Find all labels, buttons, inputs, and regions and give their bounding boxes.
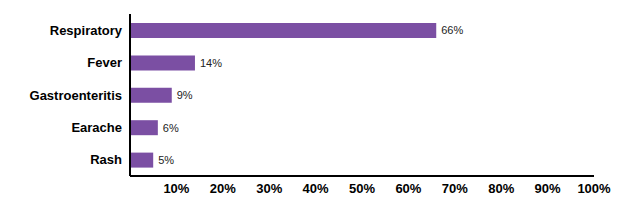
svg-text:70%: 70% [442,181,468,196]
svg-text:Respiratory: Respiratory [50,23,123,38]
svg-text:6%: 6% [163,122,179,134]
svg-text:9%: 9% [177,89,193,101]
svg-text:5%: 5% [158,154,174,166]
svg-text:80%: 80% [488,181,514,196]
svg-text:14%: 14% [200,57,222,69]
svg-text:50%: 50% [349,181,375,196]
svg-text:90%: 90% [535,181,561,196]
svg-text:30%: 30% [256,181,282,196]
svg-text:66%: 66% [441,24,463,36]
svg-text:10%: 10% [163,181,189,196]
svg-text:Rash: Rash [90,152,122,167]
svg-text:Fever: Fever [87,55,122,70]
svg-text:60%: 60% [395,181,421,196]
svg-text:Earache: Earache [71,120,122,135]
svg-text:20%: 20% [210,181,236,196]
svg-text:40%: 40% [303,181,329,196]
svg-text:Gastroenteritis: Gastroenteritis [30,88,122,103]
svg-text:100%: 100% [577,181,611,196]
